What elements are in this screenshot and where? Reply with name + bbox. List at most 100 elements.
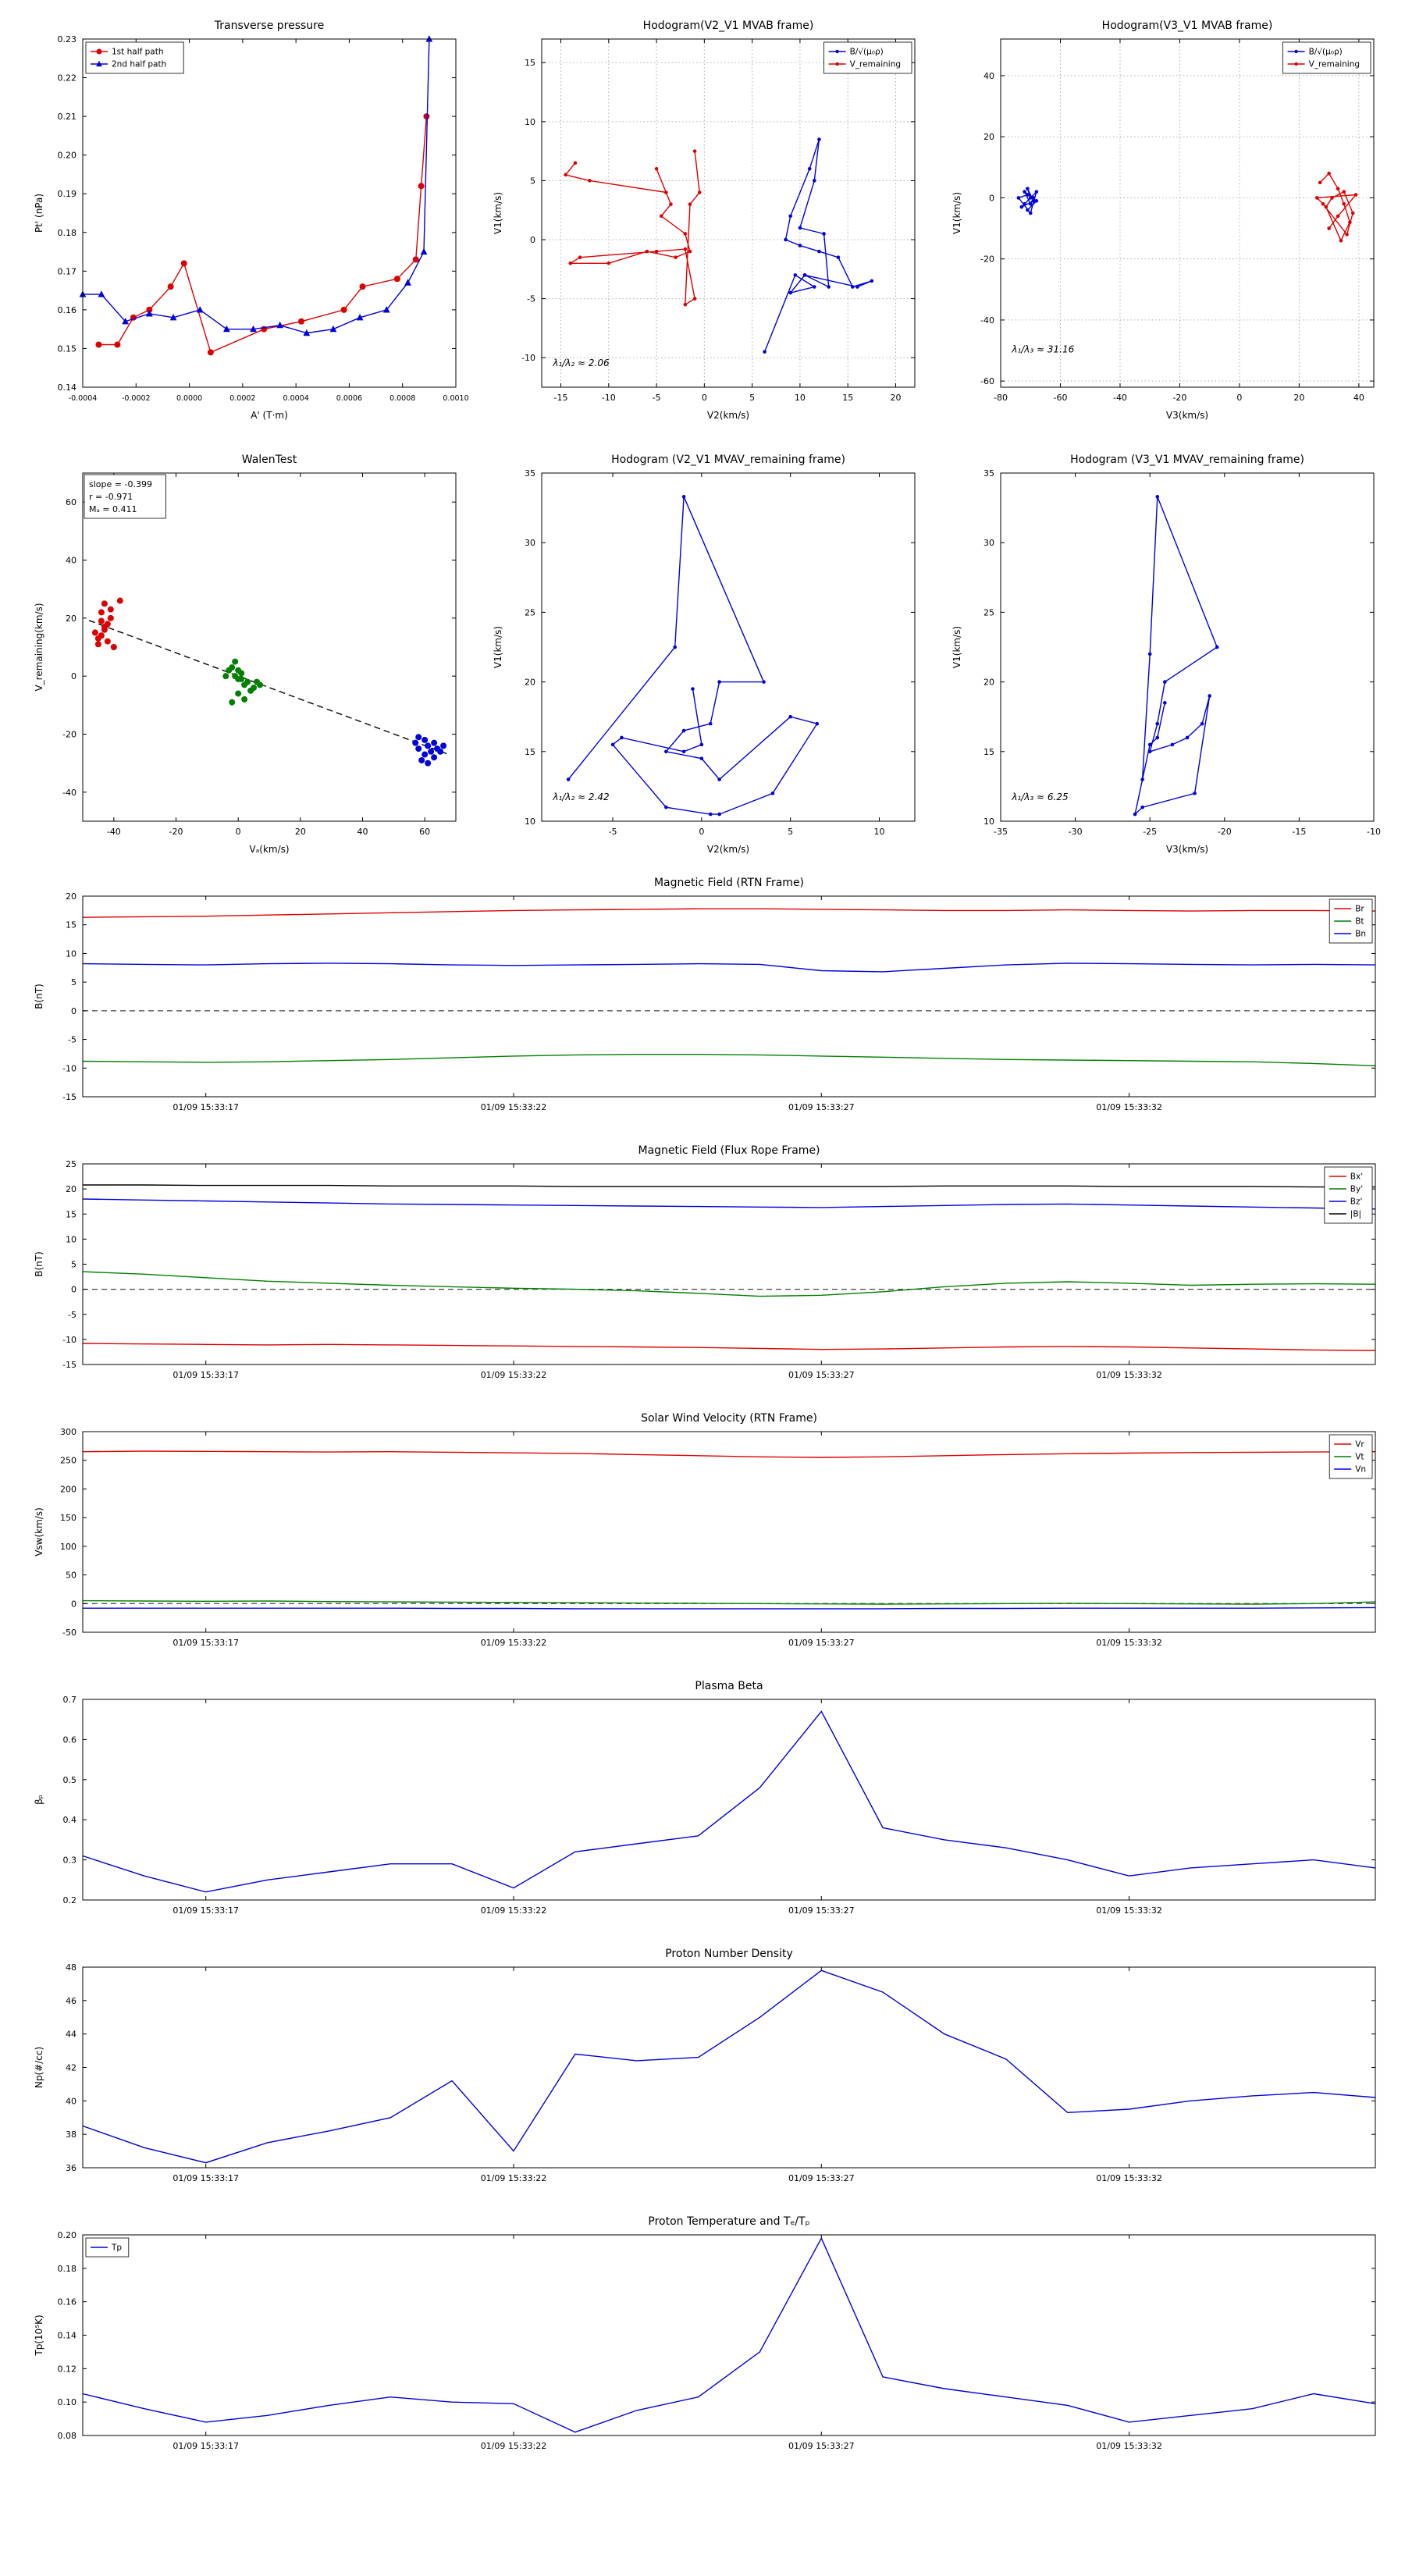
svg-text:20: 20 — [525, 678, 535, 688]
svg-text:Magnetic Field (Flux Rope Fram: Magnetic Field (Flux Rope Frame) — [638, 1144, 820, 1157]
svg-text:100: 100 — [60, 1542, 76, 1552]
svg-text:V_remaining(km/s): V_remaining(km/s) — [34, 603, 44, 691]
chart-walen-test: -40 -20 0 20 40 60 -40 -20 0 20 40 60 WalenTest Vₐ(km… — [14, 440, 473, 870]
svg-text:0.6: 0.6 — [63, 1735, 77, 1745]
svg-text:-40: -40 — [1113, 393, 1127, 403]
svg-text:0: 0 — [702, 393, 707, 403]
svg-text:-15: -15 — [62, 1092, 76, 1102]
svg-text:-20: -20 — [1172, 393, 1186, 403]
svg-text:0.18: 0.18 — [58, 2264, 77, 2274]
svg-text:10: 10 — [525, 817, 535, 827]
svg-text:V1(km/s): V1(km/s) — [951, 192, 962, 234]
chart-svg-solar-wind-velocity: 01/09 15:33:17 01/09 15:33:22 01/09 15:33:… — [34, 1412, 1376, 1648]
svg-text:By': By' — [1350, 1185, 1363, 1194]
svg-text:48: 48 — [66, 1962, 76, 1973]
svg-text:Solar Wind Velocity (RTN Frame: Solar Wind Velocity (RTN Frame) — [641, 1412, 817, 1425]
svg-text:B(nT): B(nT) — [34, 1251, 44, 1277]
svg-text:B/√(μ₀ρ): B/√(μ₀ρ) — [850, 48, 884, 57]
svg-text:Pt' (nPa): Pt' (nPa) — [34, 194, 44, 233]
svg-text:5: 5 — [530, 176, 535, 186]
svg-text:Tp(10⁵K): Tp(10⁵K) — [34, 2314, 44, 2356]
svg-text:40: 40 — [66, 556, 76, 566]
svg-text:15: 15 — [66, 1209, 76, 1219]
svg-text:Proton Number Density: Proton Number Density — [665, 1948, 793, 1960]
svg-text:0.23: 0.23 — [58, 34, 77, 44]
chart-svg-hodogram-v2v1-mvab: -15 -10 -5 0 5 10 15 20 -10 -5 0 5 10 15 Hodogram(V2_V… — [493, 20, 916, 421]
svg-text:V3(km/s): V3(km/s) — [1166, 410, 1208, 421]
svg-text:42: 42 — [66, 2063, 76, 2073]
svg-text:36: 36 — [66, 2163, 76, 2173]
svg-text:01/09 15:33:27: 01/09 15:33:27 — [788, 1370, 855, 1380]
svg-text:01/09 15:33:27: 01/09 15:33:27 — [788, 1102, 855, 1112]
svg-text:Vt: Vt — [1355, 1453, 1364, 1462]
svg-text:WalenTest: WalenTest — [242, 454, 297, 466]
svg-text:20: 20 — [890, 393, 901, 403]
svg-text:25: 25 — [984, 607, 994, 617]
chart-svg-hodogram-v3v1-mvab: -80 -60 -40 -20 0 20 40-60-40-2002040Hodogram(… — [951, 20, 1375, 421]
svg-text:V1(km/s): V1(km/s) — [951, 626, 962, 668]
svg-text:01/09 15:33:32: 01/09 15:33:32 — [1096, 1638, 1162, 1648]
svg-text:-10: -10 — [521, 353, 535, 363]
svg-text:01/09 15:33:27: 01/09 15:33:27 — [788, 2173, 855, 2183]
chart-solar-wind-velocity: 01/09 15:33:17 01/09 15:33:22 01/09 15:33:… — [14, 1405, 1391, 1667]
svg-text:0: 0 — [236, 827, 241, 837]
svg-text:300: 300 — [60, 1427, 76, 1437]
svg-text:Transverse pressure: Transverse pressure — [214, 20, 324, 32]
svg-text:38: 38 — [66, 2129, 76, 2140]
chart-svg-hodogram-v3v1-mvav: -35 -30 -25 -20 -15 -10 10 15 20 25 30 35 Hodogram (… — [951, 454, 1381, 855]
svg-text:60: 60 — [66, 497, 76, 507]
svg-text:01/09 15:33:22: 01/09 15:33:22 — [481, 1905, 547, 1916]
svg-text:5: 5 — [788, 827, 793, 837]
chart-magnetic-field-flux-rope: 01/09 15:33:17 01/09 15:33:22 01/09 15:33:… — [14, 1137, 1391, 1399]
svg-text:0: 0 — [71, 1599, 76, 1609]
svg-text:Mₐ = 0.411: Mₐ = 0.411 — [89, 504, 137, 514]
svg-text:01/09 15:33:17: 01/09 15:33:17 — [173, 1905, 239, 1916]
svg-text:-60: -60 — [1053, 393, 1067, 403]
svg-text:Magnetic Field (RTN Frame): Magnetic Field (RTN Frame) — [654, 877, 804, 889]
chart-hodogram-v3v1-mvav: -35 -30 -25 -20 -15 -10 10 15 20 25 30 35 Hodogram (… — [932, 440, 1391, 870]
svg-text:01/09 15:33:17: 01/09 15:33:17 — [173, 1102, 239, 1112]
svg-text:V3(km/s): V3(km/s) — [1166, 844, 1208, 855]
svg-text:0.0002: 0.0002 — [229, 394, 255, 403]
svg-text:0.0000: 0.0000 — [176, 394, 202, 403]
svg-text:0: 0 — [530, 235, 535, 245]
svg-text:-80: -80 — [994, 393, 1008, 403]
svg-text:01/09 15:33:17: 01/09 15:33:17 — [173, 2173, 239, 2183]
svg-text:200: 200 — [60, 1484, 76, 1494]
svg-text:Vr: Vr — [1355, 1440, 1364, 1450]
svg-text:01/09 15:33:32: 01/09 15:33:32 — [1096, 1370, 1162, 1380]
svg-text:20: 20 — [66, 614, 76, 624]
svg-text:slope = -0.399: slope = -0.399 — [89, 479, 152, 489]
svg-text:25: 25 — [525, 607, 535, 617]
svg-text:0: 0 — [71, 671, 76, 681]
svg-text:15: 15 — [984, 747, 994, 757]
svg-text:0.18: 0.18 — [58, 228, 77, 238]
svg-text:01/09 15:33:32: 01/09 15:33:32 — [1096, 1905, 1162, 1916]
svg-text:0: 0 — [989, 193, 994, 203]
svg-text:0: 0 — [1236, 393, 1242, 403]
chart-plasma-beta: 01/09 15:33:17 01/09 15:33:22 01/09 15:33:… — [14, 1673, 1391, 1934]
svg-text:λ₁/λ₂ ≈ 2.06: λ₁/λ₂ ≈ 2.06 — [552, 358, 610, 368]
svg-text:0.14: 0.14 — [58, 2331, 77, 2341]
legend-transverse-pressure: 1st half path 2nd half path — [85, 41, 184, 74]
svg-text:0.16: 0.16 — [58, 2297, 77, 2307]
svg-text:10: 10 — [795, 393, 806, 403]
svg-text:0.0008: 0.0008 — [389, 394, 415, 403]
timeseries-stack: 01/09 15:33:17 01/09 15:33:22 01/09 15:33:… — [14, 870, 1391, 2470]
svg-text:Bt: Bt — [1355, 917, 1364, 927]
svg-text:01/09 15:33:22: 01/09 15:33:22 — [481, 2441, 547, 2451]
svg-text:35: 35 — [525, 468, 535, 479]
svg-text:0.7: 0.7 — [63, 1695, 77, 1705]
svg-text:10: 10 — [66, 1234, 76, 1244]
svg-text:15: 15 — [525, 58, 535, 68]
svg-text:V1(km/s): V1(km/s) — [493, 626, 503, 668]
svg-text:B(nT): B(nT) — [34, 984, 44, 1009]
svg-text:0.22: 0.22 — [58, 73, 77, 84]
svg-text:-10: -10 — [602, 393, 616, 403]
svg-text:Bz': Bz' — [1350, 1197, 1363, 1207]
svg-text:01/09 15:33:17: 01/09 15:33:17 — [173, 1370, 239, 1380]
svg-text:20: 20 — [1293, 393, 1304, 403]
svg-text:0.0004: 0.0004 — [283, 394, 309, 403]
svg-text:01/09 15:33:17: 01/09 15:33:17 — [173, 2441, 239, 2451]
